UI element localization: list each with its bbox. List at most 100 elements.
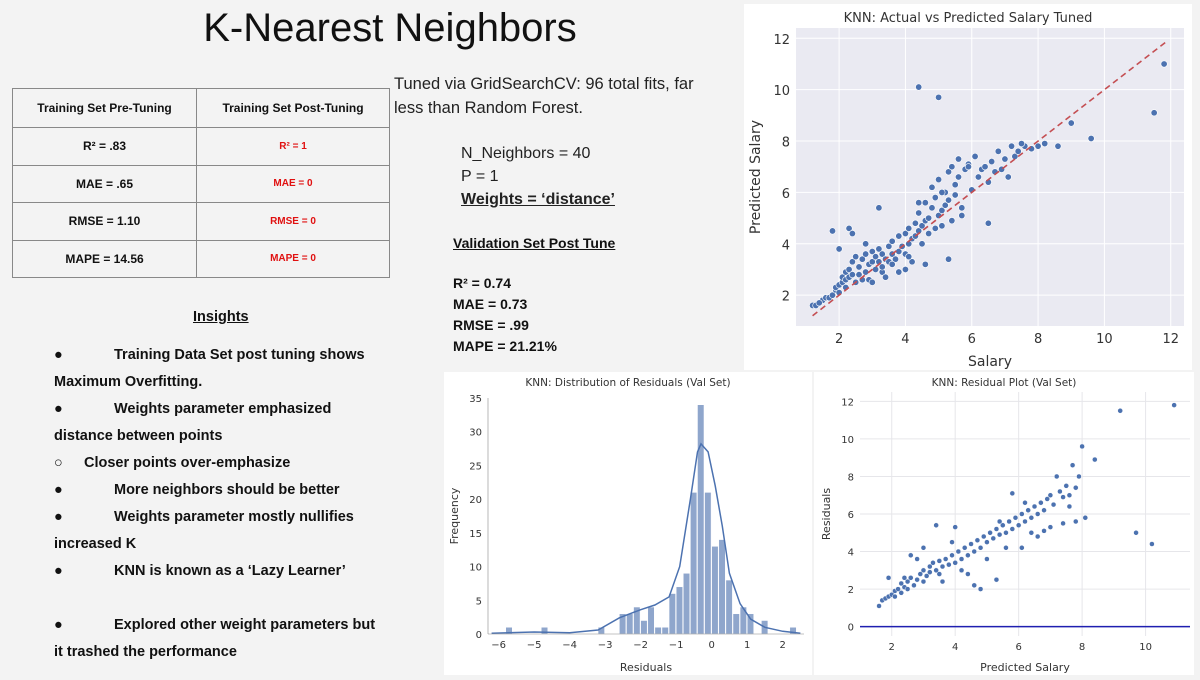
y-tick-label: 12 xyxy=(773,33,790,48)
y-tick-label: 20 xyxy=(469,495,482,506)
data-point xyxy=(961,545,968,551)
x-tick-label: 4 xyxy=(901,332,909,347)
insight-text: More neighbors should be better xyxy=(114,482,340,498)
data-point xyxy=(965,571,971,577)
data-point xyxy=(1041,140,1049,148)
x-tick-label: 8 xyxy=(1079,642,1085,653)
data-point xyxy=(1006,518,1012,525)
actual-vs-predicted-chart: 2 4 6 8 10 12 2 4 6 8 10 12 KNN: Actual vs Predicted… xyxy=(744,4,1192,370)
x-tick-label: 6 xyxy=(1015,642,1021,653)
training-metrics-table: Training Set Pre-Tuning Training Set Pos… xyxy=(11,88,390,278)
hyperparameters: N_Neighbors = 40 P = 1 Weights = ‘distan… xyxy=(461,142,615,211)
y-tick-label: 4 xyxy=(848,548,854,559)
data-point xyxy=(925,230,933,238)
data-point xyxy=(974,537,981,544)
data-point xyxy=(911,582,917,589)
x-tick-label: 6 xyxy=(968,332,976,347)
histogram-bar xyxy=(654,627,662,635)
y-tick-label: 0 xyxy=(848,623,854,634)
data-point xyxy=(914,576,920,583)
data-point xyxy=(1063,483,1069,489)
data-point xyxy=(945,168,953,176)
data-point xyxy=(1044,496,1050,502)
histogram-bar xyxy=(668,593,676,635)
histogram-bar xyxy=(718,539,726,635)
table-header-pre: Training Set Pre-Tuning xyxy=(11,88,198,128)
data-point xyxy=(921,260,929,268)
y-tick-label: 0 xyxy=(476,630,482,641)
data-point xyxy=(1076,473,1082,480)
data-point xyxy=(885,242,893,250)
insight-text: Explored other weight parameters but xyxy=(114,617,376,633)
data-point xyxy=(908,552,914,559)
y-axis-label: Predicted Salary xyxy=(748,120,764,234)
insight-line: ● Training Data Set post tuning shows xyxy=(54,347,365,363)
data-point xyxy=(852,253,860,261)
kde-curve xyxy=(491,442,801,635)
insight-line: ● Weights parameter emphasized xyxy=(54,401,331,417)
table-cell-pre: R² = .83 xyxy=(11,127,198,166)
reference-line xyxy=(812,40,1168,317)
insight-text: Weights parameter emphasized xyxy=(114,401,332,417)
data-point xyxy=(988,158,996,166)
data-point xyxy=(948,163,956,171)
y-tick-label: 30 xyxy=(469,428,482,439)
y-tick-label: 8 xyxy=(848,472,854,483)
data-point xyxy=(935,176,943,184)
insight-line: ● Explored other weight parameters but xyxy=(54,617,375,633)
data-point xyxy=(1092,456,1098,463)
x-tick-label: 12 xyxy=(1162,332,1179,347)
data-point xyxy=(993,526,1000,532)
x-tick-label: 10 xyxy=(1139,642,1152,653)
y-tick-label: 6 xyxy=(782,187,790,202)
data-point xyxy=(1060,520,1066,527)
insight-text: distance between points xyxy=(54,428,223,444)
x-tick-label: 2 xyxy=(780,640,786,651)
y-tick-label: 35 xyxy=(469,394,482,405)
y-tick-label: 6 xyxy=(848,510,854,521)
data-point xyxy=(946,561,952,568)
data-point xyxy=(964,163,972,171)
data-point xyxy=(949,552,955,559)
data-point xyxy=(918,222,926,230)
data-point xyxy=(927,563,933,570)
data-point xyxy=(1018,140,1026,148)
y-axis-label: Frequency xyxy=(448,487,461,544)
x-tick-label: 1 xyxy=(744,640,750,651)
data-point xyxy=(891,255,899,263)
data-point xyxy=(1003,545,1009,551)
data-point xyxy=(1022,518,1028,525)
data-point xyxy=(888,260,896,268)
data-point xyxy=(848,258,856,266)
tuning-note: Tuned via GridSearchCV: 96 total fits, f… xyxy=(394,75,694,117)
data-point xyxy=(1034,511,1041,517)
data-point xyxy=(928,204,936,212)
data-point xyxy=(981,533,987,540)
data-point xyxy=(872,265,880,273)
data-point xyxy=(901,575,908,581)
data-point xyxy=(935,93,943,101)
x-tick-label: −2 xyxy=(633,640,648,651)
data-point xyxy=(917,571,924,577)
hollow-bullet-icon: ○ xyxy=(54,455,63,471)
data-point xyxy=(1038,499,1044,506)
data-point xyxy=(971,152,979,160)
insight-line: Maximum Overfitting. xyxy=(54,374,202,390)
histogram-bar xyxy=(732,613,740,635)
table-header-row: Training Set Pre-Tuning Training Set Pos… xyxy=(11,88,390,128)
data-point xyxy=(949,539,955,545)
data-point xyxy=(885,575,892,581)
table-cell-post: MAE = 0 xyxy=(196,164,390,203)
chart-title: KNN: Distribution of Residuals (Val Set) xyxy=(525,377,730,389)
data-point xyxy=(977,545,984,551)
data-point xyxy=(915,209,923,217)
data-point xyxy=(971,582,977,589)
data-point xyxy=(1019,511,1025,517)
bullet-icon: ● xyxy=(54,482,63,498)
data-point xyxy=(952,560,958,566)
data-point xyxy=(915,83,923,91)
data-point xyxy=(1149,541,1155,547)
data-point xyxy=(1117,408,1123,414)
data-point xyxy=(904,586,911,592)
data-point xyxy=(901,265,909,273)
